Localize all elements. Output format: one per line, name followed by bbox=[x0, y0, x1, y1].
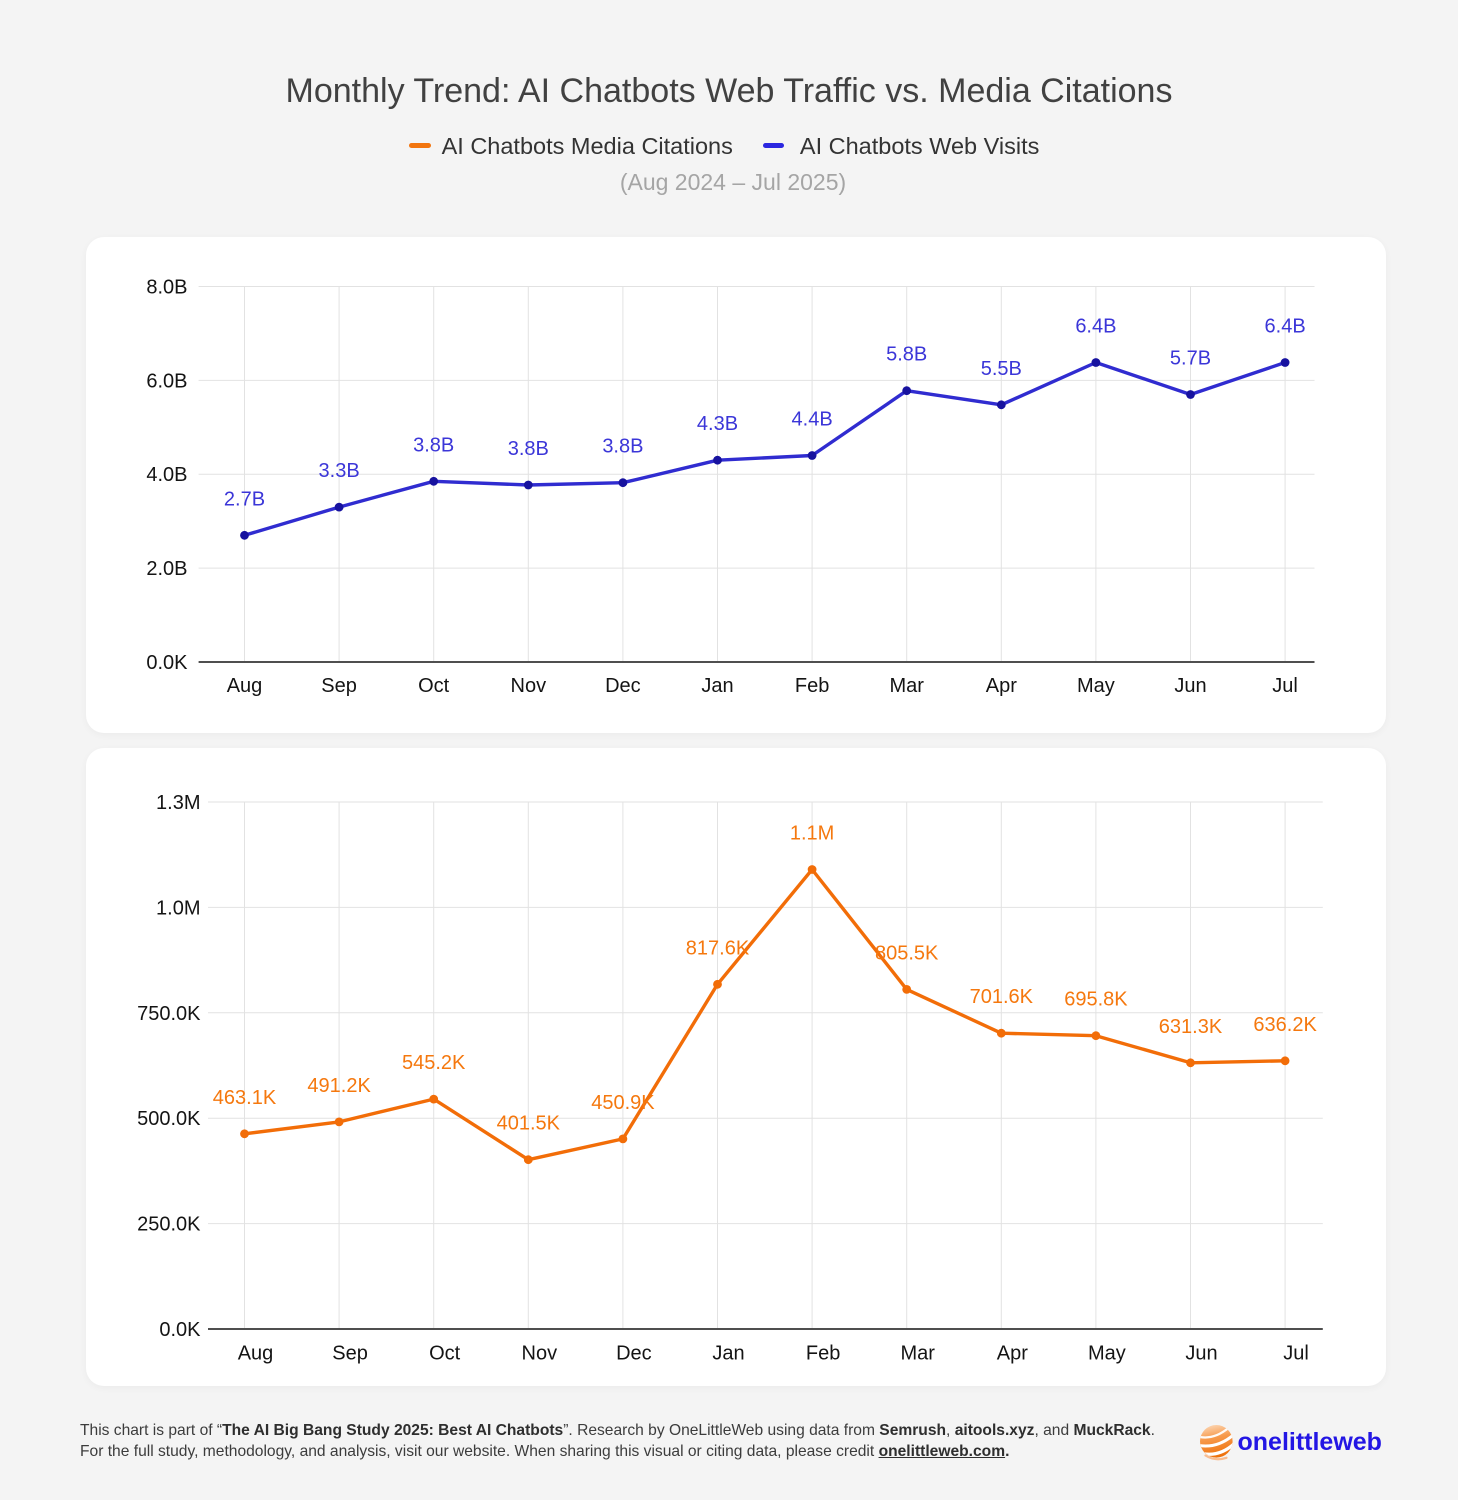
svg-text:Nov: Nov bbox=[511, 675, 547, 697]
svg-text:695.8K: 695.8K bbox=[1064, 989, 1128, 1011]
svg-text:463.1K: 463.1K bbox=[213, 1087, 277, 1109]
svg-text:500.0K: 500.0K bbox=[137, 1108, 201, 1130]
svg-text:8.0B: 8.0B bbox=[146, 276, 187, 298]
svg-text:6.4B: 6.4B bbox=[1075, 315, 1116, 337]
svg-text:805.5K: 805.5K bbox=[875, 942, 939, 964]
svg-text:5.5B: 5.5B bbox=[981, 357, 1022, 379]
svg-text:Apr: Apr bbox=[997, 1343, 1028, 1365]
svg-text:636.2K: 636.2K bbox=[1253, 1014, 1317, 1036]
svg-text:Mar: Mar bbox=[889, 675, 924, 697]
svg-text:Mar: Mar bbox=[900, 1343, 935, 1365]
svg-text:6.4B: 6.4B bbox=[1265, 315, 1306, 337]
svg-text:1.0M: 1.0M bbox=[156, 897, 200, 919]
svg-text:6.0B: 6.0B bbox=[146, 370, 187, 392]
svg-text:817.6K: 817.6K bbox=[686, 937, 750, 959]
svg-text:5.7B: 5.7B bbox=[1170, 347, 1211, 369]
svg-text:5.8B: 5.8B bbox=[886, 343, 927, 365]
svg-text:Feb: Feb bbox=[806, 1343, 840, 1365]
svg-text:1.1M: 1.1M bbox=[790, 823, 834, 845]
svg-text:250.0K: 250.0K bbox=[137, 1214, 201, 1236]
svg-text:Oct: Oct bbox=[418, 675, 450, 697]
svg-text:May: May bbox=[1077, 675, 1115, 697]
svg-text:Feb: Feb bbox=[795, 675, 829, 697]
svg-text:491.2K: 491.2K bbox=[307, 1075, 371, 1097]
svg-text:1.3M: 1.3M bbox=[156, 792, 200, 814]
svg-text:Nov: Nov bbox=[522, 1343, 558, 1365]
svg-text:750.0K: 750.0K bbox=[137, 1003, 201, 1025]
svg-text:Dec: Dec bbox=[605, 675, 641, 697]
svg-text:0.0K: 0.0K bbox=[146, 652, 188, 674]
svg-text:3.8B: 3.8B bbox=[602, 435, 643, 457]
svg-text:3.8B: 3.8B bbox=[508, 438, 549, 460]
svg-text:May: May bbox=[1088, 1343, 1126, 1365]
svg-text:401.5K: 401.5K bbox=[497, 1113, 561, 1135]
svg-text:Jul: Jul bbox=[1283, 1343, 1309, 1365]
svg-text:3.8B: 3.8B bbox=[413, 434, 454, 456]
svg-text:4.0B: 4.0B bbox=[146, 464, 187, 486]
svg-text:2.0B: 2.0B bbox=[146, 558, 187, 580]
svg-text:Jan: Jan bbox=[701, 675, 733, 697]
svg-text:Aug: Aug bbox=[238, 1343, 274, 1365]
svg-text:545.2K: 545.2K bbox=[402, 1052, 466, 1074]
svg-text:Sep: Sep bbox=[332, 1343, 368, 1365]
svg-text:Jul: Jul bbox=[1272, 675, 1298, 697]
svg-text:Apr: Apr bbox=[986, 675, 1017, 697]
svg-text:Aug: Aug bbox=[227, 675, 263, 697]
svg-text:450.9K: 450.9K bbox=[591, 1092, 655, 1114]
svg-text:4.4B: 4.4B bbox=[792, 408, 833, 430]
svg-text:631.3K: 631.3K bbox=[1159, 1016, 1223, 1038]
svg-text:Jun: Jun bbox=[1185, 1343, 1217, 1365]
svg-text:701.6K: 701.6K bbox=[970, 986, 1034, 1008]
svg-text:4.3B: 4.3B bbox=[697, 413, 738, 435]
svg-text:Jun: Jun bbox=[1174, 675, 1206, 697]
svg-text:Jan: Jan bbox=[712, 1343, 744, 1365]
svg-text:2.7B: 2.7B bbox=[224, 488, 265, 510]
svg-text:Sep: Sep bbox=[321, 675, 357, 697]
svg-text:3.3B: 3.3B bbox=[319, 460, 360, 482]
svg-text:0.0K: 0.0K bbox=[159, 1319, 201, 1341]
svg-text:Dec: Dec bbox=[616, 1343, 652, 1365]
svg-text:Oct: Oct bbox=[429, 1343, 461, 1365]
